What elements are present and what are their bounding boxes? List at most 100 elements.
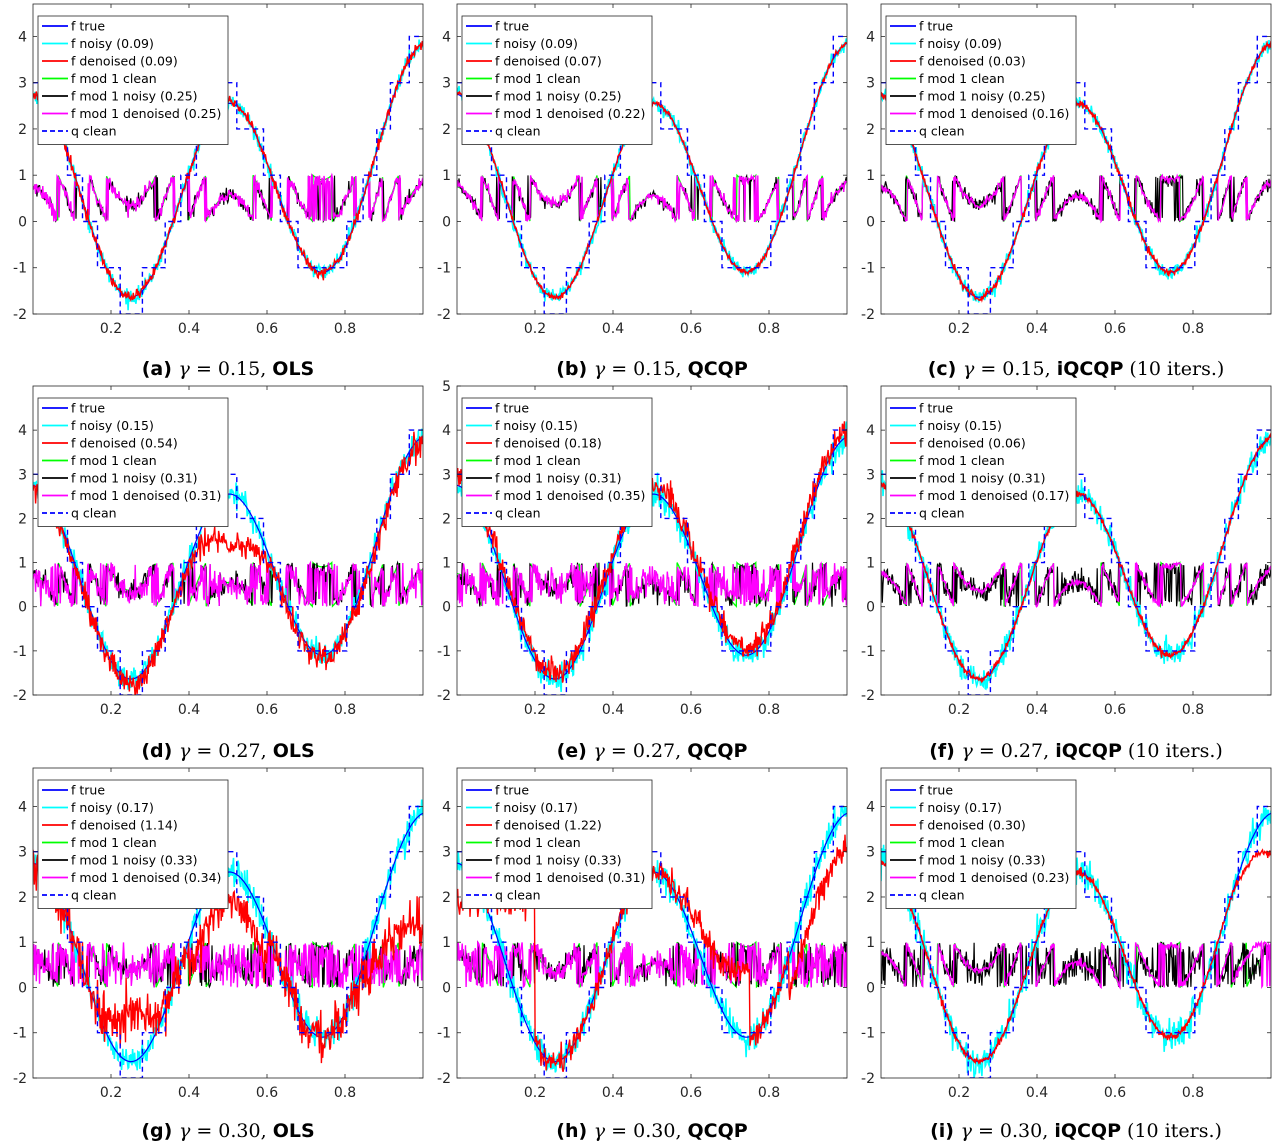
legend: f true f noisy (0.15) f denoised (0.06) f m…: [885, 397, 1077, 527]
caption-part: (10 iters.): [1123, 358, 1224, 380]
caption-part: = 0.15,: [190, 358, 272, 380]
y-tick-label: 4: [442, 799, 451, 815]
y-tick-label: 0: [442, 980, 451, 996]
y-tick-label: 2: [442, 890, 451, 906]
axes-box: [32, 385, 424, 696]
y-tick-label: 1: [442, 556, 451, 572]
x-tick-label: 0.2: [524, 321, 546, 337]
legend-entry: f denoised (0.09): [71, 54, 178, 69]
legend-entry: q clean: [71, 888, 117, 903]
y-tick-label: -2: [437, 1071, 451, 1087]
y-tick-label: 2: [18, 890, 27, 906]
y-tick-label: 2: [18, 511, 27, 527]
legend-box: [37, 779, 229, 909]
legend-box: [885, 397, 1077, 527]
caption-part: iQCQP: [1057, 358, 1124, 380]
y-tick-label: 1: [866, 935, 875, 951]
caption-part: = 0.30,: [605, 1120, 687, 1142]
legend-entry: f true: [71, 401, 105, 416]
legend-entry: f mod 1 denoised (0.35): [495, 488, 645, 503]
x-tick-label: 0.4: [602, 702, 624, 718]
y-tick-label: 3: [442, 76, 451, 92]
x-tick-label: 0.4: [602, 321, 624, 337]
legend-entry: f true: [495, 19, 529, 34]
legend-entry: f true: [495, 783, 529, 798]
y-tick-label: -1: [13, 1026, 27, 1042]
legend-entry: f mod 1 clean: [495, 71, 581, 86]
legend: f true f noisy (0.15) f denoised (0.18) f m…: [461, 397, 653, 527]
caption-part: OLS: [273, 1120, 315, 1142]
y-tick-label: 4: [866, 423, 875, 439]
caption-part: (c): [928, 358, 963, 380]
y-tick-label: 1: [18, 556, 27, 572]
caption-part: = 0.30,: [190, 1120, 272, 1142]
caption-part: γ: [594, 1120, 606, 1142]
legend-entry: f noisy (0.17): [919, 800, 1002, 815]
legend-entry: f mod 1 denoised (0.31): [71, 488, 221, 503]
legend: f true f noisy (0.17) f denoised (0.30) f m…: [885, 779, 1077, 909]
panel-caption: (f) γ = 0.27, iQCQP (10 iters.): [929, 740, 1223, 762]
y-tick-label: 4: [18, 29, 27, 45]
y-tick-label: 2: [442, 511, 451, 527]
x-tick-label: 0.6: [680, 702, 702, 718]
legend-entry: f mod 1 noisy (0.31): [71, 471, 198, 486]
series-q-clean: [457, 805, 847, 1078]
y-tick-label: -2: [13, 307, 27, 323]
legend-entry: f mod 1 denoised (0.23): [919, 870, 1069, 885]
legend-entry: q clean: [919, 888, 965, 903]
y-tick-label: 3: [866, 845, 875, 861]
panel-d: 0.2 0.4 0.6 0.8 -2 -1 0 1 2 3 4 f true f noisy (0.15…: [13, 385, 424, 762]
panel-caption: (g) γ = 0.30, OLS: [141, 1120, 314, 1142]
caption-part: γ: [961, 740, 973, 762]
y-tick-label: -2: [861, 1071, 875, 1087]
x-tick-label: 0.2: [948, 702, 970, 718]
legend-entry: f mod 1 noisy (0.25): [495, 89, 622, 104]
panel-caption: (c) γ = 0.15, iQCQP (10 iters.): [928, 358, 1225, 380]
legend-entry: q clean: [919, 506, 965, 521]
x-tick-label: 0.2: [100, 1085, 122, 1101]
caption-part: = 0.27,: [190, 740, 272, 762]
x-tick-label: 0.8: [758, 702, 780, 718]
x-tick-label: 0.4: [1026, 1085, 1048, 1101]
y-tick-label: -1: [13, 261, 27, 277]
caption-part: QCQP: [688, 358, 748, 380]
x-tick-label: 0.8: [1182, 321, 1204, 337]
caption-part: (a): [142, 358, 179, 380]
caption-part: QCQP: [687, 740, 747, 762]
legend: f true f noisy (0.15) f denoised (0.54) f m…: [37, 397, 229, 527]
y-tick-label: -1: [13, 644, 27, 660]
legend-entry: f mod 1 noisy (0.25): [71, 89, 198, 104]
y-tick-label: -2: [861, 688, 875, 704]
caption-part: = 0.27,: [605, 740, 687, 762]
y-tick-label: 2: [866, 890, 875, 906]
y-tick-label: 1: [18, 935, 27, 951]
y-tick-label: 4: [18, 799, 27, 815]
legend-entry: f true: [71, 19, 105, 34]
legend-entry: q clean: [71, 124, 117, 139]
series-q-clean: [33, 805, 423, 1078]
caption-part: γ: [594, 358, 606, 380]
panel-caption: (b) γ = 0.15, QCQP: [556, 358, 748, 380]
x-tick-label: 0.2: [524, 1085, 546, 1101]
y-tick-label: -2: [13, 688, 27, 704]
y-tick-label: 0: [18, 214, 27, 230]
x-tick-label: 0.8: [334, 1085, 356, 1101]
legend-entry: f mod 1 noisy (0.31): [919, 471, 1046, 486]
caption-part: OLS: [273, 740, 315, 762]
legend-entry: f mod 1 noisy (0.33): [919, 853, 1046, 868]
legend: f true f noisy (0.17) f denoised (1.22) f m…: [461, 779, 653, 909]
axes-box: [456, 385, 848, 696]
axes-box: [880, 3, 1272, 315]
legend-entry: f noisy (0.09): [71, 36, 154, 51]
y-tick-label: 4: [18, 423, 27, 439]
legend-entry: f noisy (0.15): [71, 418, 154, 433]
x-tick-label: 0.8: [334, 321, 356, 337]
panel-caption: (i) γ = 0.30, iQCQP (10 iters.): [930, 1120, 1222, 1142]
y-tick-label: 2: [866, 122, 875, 138]
y-tick-label: 3: [18, 76, 27, 92]
x-tick-label: 0.8: [1182, 1085, 1204, 1101]
legend-entry: f mod 1 clean: [919, 71, 1005, 86]
legend-box: [885, 15, 1077, 145]
x-tick-label: 0.6: [1104, 702, 1126, 718]
